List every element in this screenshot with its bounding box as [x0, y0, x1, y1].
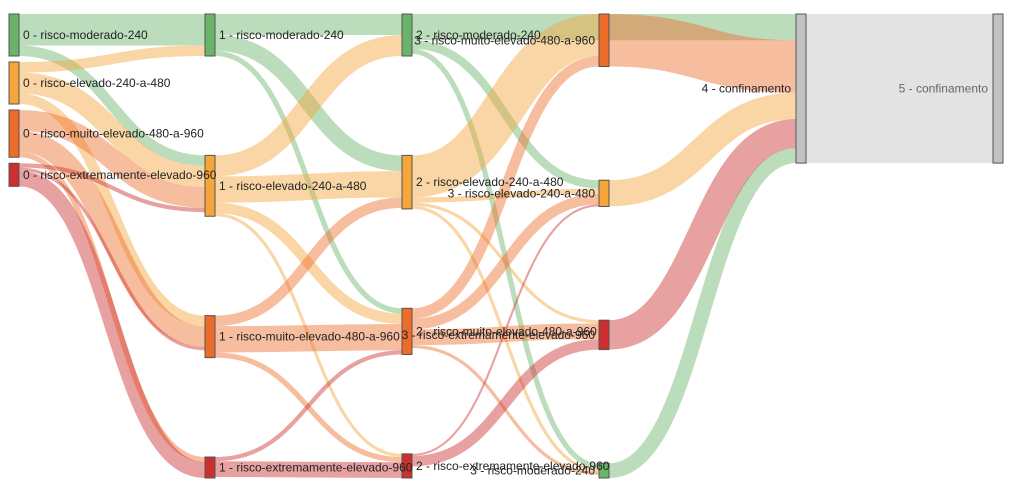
link-3-mod-to-4-conf[interactable]	[608, 148, 797, 478]
link-1-ele-to-2-mui[interactable]	[214, 202, 403, 325]
sankey-labels: 0 - risco-moderado-240 0 - risco-elevado-…	[23, 28, 988, 478]
link-2-ele-to-3-mod[interactable]	[411, 205, 600, 472]
link-2-ext-to-3-ele[interactable]	[411, 204, 600, 456]
link-2-ele-to-3-mui[interactable]	[410, 14, 601, 198]
link-2-ext-to-3-ext[interactable]	[411, 339, 600, 467]
link-2-mui-to-3-mod[interactable]	[411, 345, 600, 475]
sankey-nodes	[8, 13, 1004, 479]
node-2-mod[interactable]	[401, 13, 413, 57]
link-0-ext-to-1-ele[interactable]	[18, 163, 206, 213]
label-2-mod: 2 - risco-moderado-240	[416, 28, 541, 42]
node-4-conf[interactable]	[795, 13, 807, 164]
label-5-conf: 5 - confinamento	[899, 82, 989, 96]
link-1-ele-to-2-ele[interactable]	[214, 171, 403, 203]
link-2-mui-to-3-ext[interactable]	[411, 323, 600, 346]
link-2-ele-to-3-ext[interactable]	[411, 202, 600, 324]
node-3-mod[interactable]	[598, 462, 610, 479]
node-1-mod[interactable]	[204, 13, 216, 57]
node-0-mui[interactable]	[8, 109, 20, 158]
link-2-mod-to-3-ele[interactable]	[411, 40, 600, 189]
node-0-ele[interactable]	[8, 61, 20, 105]
label-1-mod: 1 - risco-moderado-240	[219, 28, 344, 42]
link-3-ele-to-4-conf[interactable]	[608, 92, 797, 207]
link-2-mod-to-3-mod[interactable]	[411, 48, 600, 469]
node-1-mui[interactable]	[204, 315, 216, 359]
link-0-ele-to-1-ele[interactable]	[18, 72, 206, 187]
label-0-ext: 0 - risco-extremamente-elevado-960	[23, 168, 217, 182]
link-0-mui-to-1-mui[interactable]	[18, 131, 206, 348]
link-2-ele-to-3-ele[interactable]	[411, 188, 600, 203]
label-0-mod: 0 - risco-moderado-240	[23, 28, 148, 42]
label-3-ele: 3 - risco-elevado-240-a-480	[448, 186, 596, 200]
label-3-ext: 3 - risco-extremamente-elevado-960	[402, 328, 596, 342]
link-1-ext-to-2-ext[interactable]	[214, 461, 403, 478]
node-1-ele[interactable]	[204, 154, 216, 217]
link-3-mui-to-4-conf[interactable]	[608, 14, 797, 93]
link-1-ele-to-2-ext[interactable]	[214, 213, 403, 457]
node-1-ext[interactable]	[204, 456, 216, 479]
link-0-mod-to-1-ele[interactable]	[18, 45, 206, 166]
link-2-mui-to-3-mui[interactable]	[411, 56, 600, 319]
node-5-conf[interactable]	[992, 13, 1004, 164]
link-3-ext-to-4-conf[interactable]	[607, 119, 798, 350]
label-1-ext: 1 - risco-extremamente-elevado-960	[219, 461, 413, 475]
node-2-mui[interactable]	[401, 307, 413, 355]
node-2-ext[interactable]	[401, 453, 413, 479]
link-2-mui-to-3-ele[interactable]	[411, 193, 600, 330]
node-3-mui[interactable]	[598, 13, 610, 67]
label-0-ele: 0 - risco-elevado-240-a-480	[23, 76, 171, 90]
label-4-conf: 4 - confinamento	[702, 82, 792, 96]
node-3-ele[interactable]	[598, 179, 610, 207]
link-0-ext-to-1-ext[interactable]	[18, 170, 206, 478]
node-3-ext[interactable]	[598, 319, 610, 351]
link-0-ext-to-1-mui[interactable]	[18, 167, 206, 351]
link-0-ele-to-1-mui[interactable]	[18, 93, 206, 327]
label-0-mui: 0 - risco-muito-elevado-480-a-960	[23, 127, 204, 141]
label-2-ele: 2 - risco-elevado-240-a-480	[416, 175, 564, 189]
node-0-mod[interactable]	[8, 13, 20, 57]
link-1-mui-to-2-ele[interactable]	[214, 197, 403, 327]
label-3-mui: 3 - risco-muito-elevado-480-a-960	[414, 33, 595, 47]
link-1-mui-to-2-ext[interactable]	[214, 352, 403, 463]
link-0-ele-to-1-mod[interactable]	[18, 45, 206, 73]
sankey-links	[18, 13, 993, 478]
link-0-mui-to-1-ext[interactable]	[18, 152, 206, 463]
link-0-mui-to-1-ele[interactable]	[18, 110, 206, 208]
label-2-ext: 2 - risco-extremamente-elevado-960	[416, 459, 610, 473]
link-1-mod-to-2-mui[interactable]	[214, 50, 403, 314]
label-1-ele: 1 - risco-elevado-240-a-480	[219, 179, 367, 193]
link-1-ele-to-2-mod[interactable]	[214, 35, 403, 177]
node-2-ele[interactable]	[401, 154, 413, 210]
label-3-mod: 3 - risco-moderado-240	[470, 464, 595, 478]
link-1-mui-to-2-mui[interactable]	[214, 324, 403, 353]
link-1-mod-to-2-ele[interactable]	[214, 35, 403, 172]
label-2-mui: 2 - risco-muito-elevado-480-a-960	[416, 324, 597, 338]
link-1-ext-to-2-mui[interactable]	[214, 350, 403, 462]
label-1-mui: 1 - risco-muito-elevado-480-a-960	[219, 330, 400, 344]
node-0-ext[interactable]	[8, 162, 20, 187]
